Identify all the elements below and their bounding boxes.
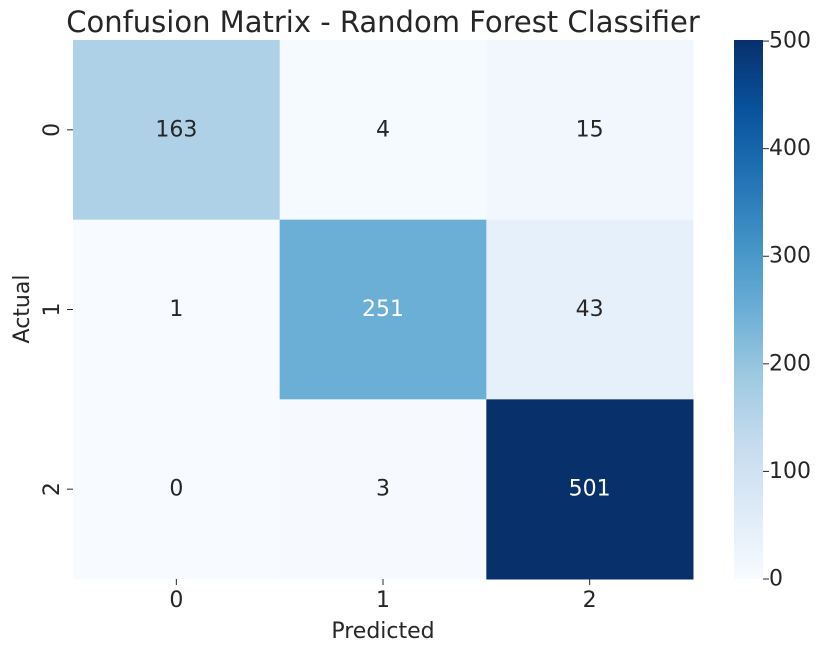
- colorbar-tick-label-4: 400: [769, 136, 811, 161]
- y-tick-label-1: 1: [40, 303, 65, 317]
- y-axis-label: Actual: [10, 275, 35, 344]
- x-tick-label-1: 1: [376, 588, 390, 613]
- y-axis-ticks: 0 1 2: [40, 123, 73, 496]
- cell-value-r0-c1: 4: [376, 117, 390, 142]
- cell-value-r1-c2: 43: [576, 297, 604, 322]
- heatmap-cell-r1-c1: [279, 219, 487, 400]
- heatmap-cell-r2-c0: [73, 399, 281, 580]
- y-tick-label-2: 2: [40, 482, 65, 496]
- heatmap-annotations: 163 4 15 1 251 43 0 3 501: [155, 117, 610, 501]
- cell-value-r1-c0: 1: [169, 297, 183, 322]
- heatmap-cell-r0-c0: [73, 40, 281, 221]
- heatmap-cell-r0-c2: [486, 40, 694, 221]
- heatmap-cell-r0-c1: [279, 40, 487, 221]
- colorbar: [734, 40, 763, 579]
- colorbar-tick-label-2: 200: [769, 351, 811, 376]
- colorbar-tick-label-1: 100: [769, 459, 811, 484]
- cell-value-r0-c0: 163: [155, 117, 197, 142]
- y-tick-label-0: 0: [40, 123, 65, 137]
- x-axis-ticks: 0 1 2: [169, 579, 597, 613]
- cell-value-r2-c1: 3: [376, 477, 390, 502]
- x-tick-label-0: 0: [169, 588, 183, 613]
- colorbar-tick-label-0: 0: [769, 567, 783, 592]
- chart-title: Confusion Matrix - Random Forest Classif…: [66, 5, 700, 39]
- colorbar-tick-label-5: 500: [769, 29, 811, 54]
- heatmap-cells: [73, 40, 694, 580]
- heatmap-cell-r1-c0: [73, 219, 281, 400]
- heatmap-cell-r2-c2: [486, 399, 694, 580]
- x-tick-label-2: 2: [583, 588, 597, 613]
- heatmap-cell-r1-c2: [486, 219, 694, 400]
- heatmap-cell-r2-c1: [279, 399, 487, 580]
- cell-value-r2-c2: 501: [569, 477, 611, 502]
- cell-value-r1-c1: 251: [362, 297, 404, 322]
- cell-value-r2-c0: 0: [169, 477, 183, 502]
- colorbar-tick-label-3: 300: [769, 244, 811, 269]
- cell-value-r0-c2: 15: [576, 117, 604, 142]
- colorbar-ticks: 0 100 200 300 400 500: [763, 29, 811, 592]
- x-axis-label: Predicted: [331, 619, 434, 644]
